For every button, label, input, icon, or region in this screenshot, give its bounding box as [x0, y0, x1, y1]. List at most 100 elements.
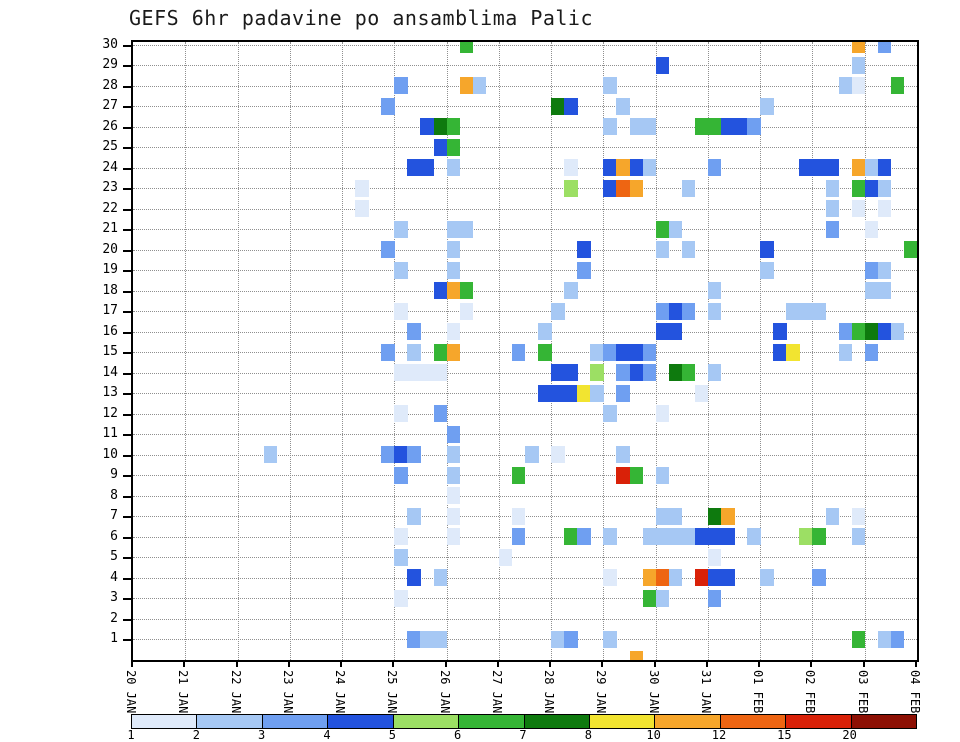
- grid-hline: [133, 106, 917, 107]
- x-tick-label: 31 JAN: [698, 670, 713, 714]
- heatmap-cell: [877, 179, 892, 197]
- x-tick: [653, 660, 656, 667]
- x-tick-label: 24 JAN: [333, 670, 348, 714]
- heatmap-cell: [433, 343, 448, 361]
- heatmap-cell: [433, 630, 448, 648]
- heatmap-cell: [394, 446, 408, 463]
- heatmap-cell: [864, 159, 879, 176]
- heatmap-cell: [642, 589, 657, 607]
- y-tick: [123, 44, 131, 47]
- heatmap-cell: [707, 364, 722, 381]
- heatmap-cell: [721, 118, 735, 135]
- heatmap-cell: [511, 466, 526, 484]
- grid-vline: [342, 42, 344, 660]
- y-tick: [123, 495, 131, 498]
- heatmap-cell: [407, 569, 421, 586]
- heatmap-cell: [903, 241, 917, 258]
- y-tick-label: 10: [102, 446, 118, 462]
- heatmap-cell: [420, 630, 435, 648]
- heatmap-cell: [564, 630, 578, 648]
- x-tick: [862, 660, 865, 667]
- heatmap-cell: [721, 528, 735, 545]
- x-tick-label: 20 JAN: [124, 670, 138, 714]
- x-tick: [758, 660, 761, 667]
- grid-hline: [133, 44, 917, 46]
- x-tick-label: 28 JAN: [542, 670, 557, 714]
- heatmap-cell: [394, 302, 408, 320]
- x-tick: [549, 660, 552, 667]
- heatmap-cell: [446, 282, 461, 299]
- y-tick-label: 4: [110, 569, 118, 585]
- heatmap-cell: [590, 343, 604, 361]
- heatmap-cell: [551, 630, 565, 648]
- heatmap-cell: [629, 118, 644, 135]
- heatmap-cell: [864, 261, 879, 279]
- grid-hline: [133, 639, 917, 640]
- heatmap-cell: [786, 302, 800, 320]
- y-tick-label: 14: [102, 364, 118, 380]
- heatmap-cell: [812, 159, 827, 176]
- y-tick: [123, 598, 131, 600]
- heatmap-cell: [877, 159, 892, 176]
- y-tick: [123, 577, 131, 580]
- colorbar-tick-label: 3: [258, 728, 266, 742]
- heatmap-cell: [407, 507, 421, 525]
- x-tick: [235, 660, 238, 667]
- heatmap-cell: [864, 282, 879, 299]
- heatmap-cell: [851, 42, 866, 53]
- grid-vline: [551, 42, 553, 660]
- y-tick-label: 29: [102, 57, 118, 72]
- colorbar-tick-label: 6: [454, 728, 462, 742]
- y-tick-label: 18: [102, 282, 118, 298]
- colorbar-segment: [393, 715, 460, 728]
- heatmap-cell: [433, 138, 448, 156]
- heatmap-cell: [707, 548, 722, 566]
- heatmap-cell: [446, 159, 461, 176]
- y-tick: [123, 270, 131, 272]
- heatmap-cell: [616, 364, 631, 381]
- heatmap-cell: [890, 630, 905, 648]
- y-tick-label: 3: [110, 590, 118, 605]
- grid-hline: [133, 229, 917, 230]
- grid-hline: [133, 372, 917, 374]
- plot-area: [131, 40, 919, 662]
- heatmap-cell: [538, 323, 552, 340]
- heatmap-cell: [564, 179, 578, 197]
- heatmap-cell: [590, 384, 604, 402]
- heatmap-cell: [616, 384, 631, 402]
- heatmap-cell: [446, 323, 461, 340]
- heatmap-cell: [707, 589, 722, 607]
- y-tick-label: 26: [102, 118, 118, 134]
- heatmap-cell: [603, 77, 617, 94]
- heatmap-cell: [381, 241, 395, 258]
- y-tick-label: 15: [102, 344, 118, 359]
- heatmap-cell: [707, 528, 722, 545]
- heatmap-cell: [446, 118, 461, 135]
- colorbar-segment: [655, 715, 721, 728]
- heatmap-cell: [355, 179, 369, 197]
- heatmap-cell: [564, 384, 578, 402]
- heatmap-cell: [381, 97, 395, 115]
- heatmap-cell: [407, 446, 421, 463]
- heatmap-cell: [851, 528, 866, 545]
- y-tick: [123, 106, 131, 108]
- y-tick-label: 24: [102, 159, 118, 175]
- y-tick-label: 6: [110, 528, 118, 544]
- x-tick: [915, 660, 917, 667]
- heatmap-cell: [355, 200, 369, 217]
- heatmap-cell: [799, 528, 813, 545]
- heatmap-cell: [551, 302, 565, 320]
- heatmap-cell: [773, 343, 787, 361]
- heatmap-cell: [616, 466, 631, 484]
- heatmap-cell: [707, 159, 722, 176]
- grid-hline: [133, 598, 917, 599]
- heatmap-cell: [420, 118, 435, 135]
- heatmap-cell: [538, 343, 552, 361]
- heatmap-cell: [564, 282, 578, 299]
- heatmap-cell: [459, 220, 474, 238]
- colorbar-tick-label: 20: [842, 728, 857, 742]
- heatmap-cell: [877, 630, 892, 648]
- heatmap-cell: [851, 323, 866, 340]
- heatmap-cell: [407, 364, 421, 381]
